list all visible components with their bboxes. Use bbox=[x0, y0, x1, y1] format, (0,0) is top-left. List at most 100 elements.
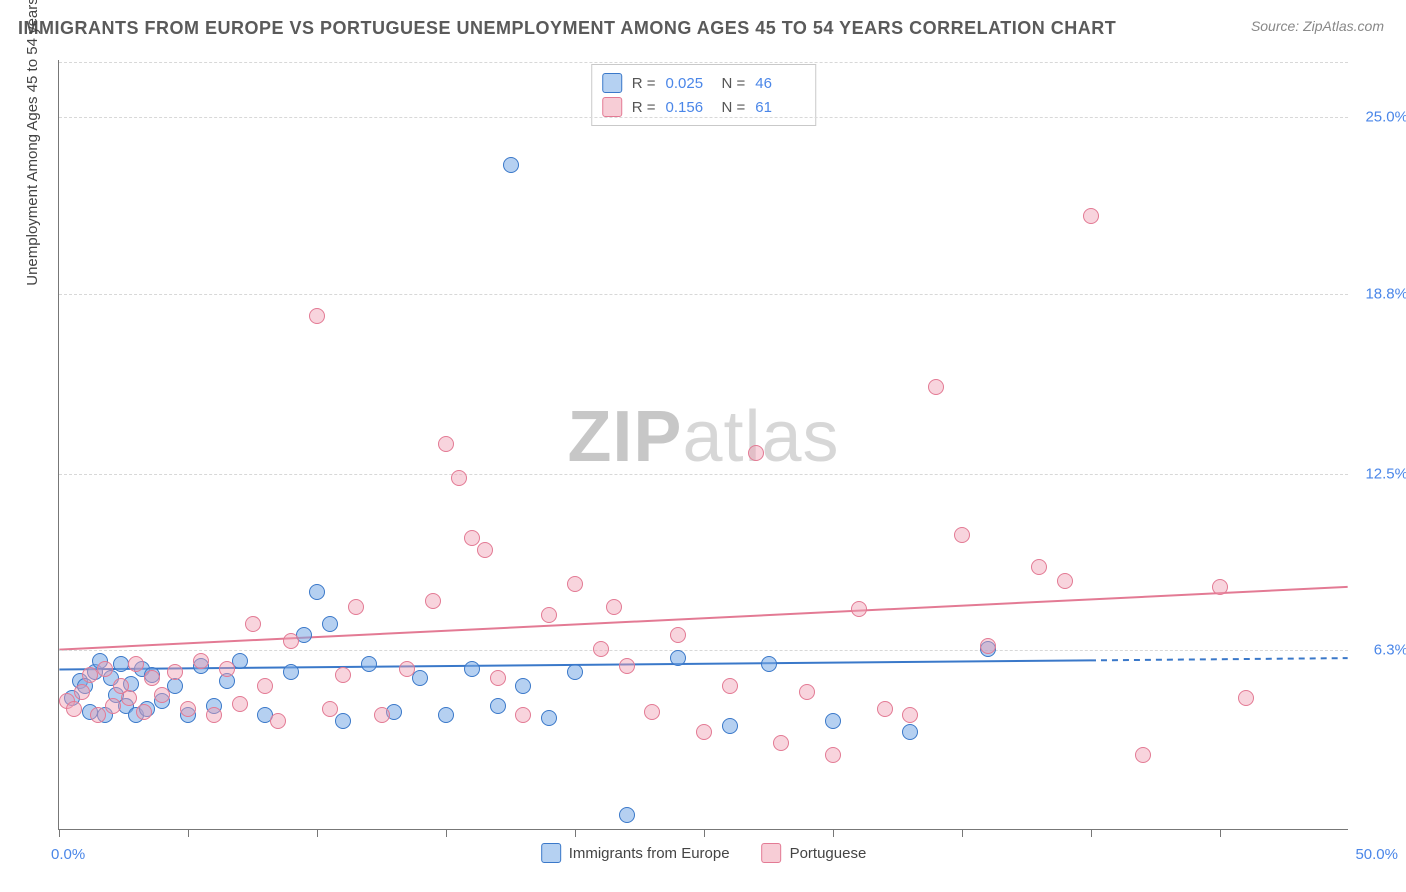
data-point bbox=[515, 678, 531, 694]
data-point bbox=[193, 653, 209, 669]
x-tick bbox=[317, 829, 318, 837]
legend-r-value: 0.156 bbox=[666, 99, 712, 116]
data-point bbox=[97, 661, 113, 677]
data-point bbox=[180, 701, 196, 717]
x-axis-max-label: 50.0% bbox=[1355, 846, 1398, 863]
data-point bbox=[309, 308, 325, 324]
legend-item: Portuguese bbox=[762, 843, 867, 863]
y-tick-label: 25.0% bbox=[1365, 109, 1406, 126]
data-point bbox=[219, 661, 235, 677]
data-point bbox=[722, 718, 738, 734]
data-point bbox=[322, 701, 338, 717]
data-point bbox=[144, 670, 160, 686]
data-point bbox=[1057, 573, 1073, 589]
data-point bbox=[1135, 747, 1151, 763]
x-tick bbox=[833, 829, 834, 837]
data-point bbox=[567, 576, 583, 592]
data-point bbox=[851, 601, 867, 617]
data-point bbox=[1238, 690, 1254, 706]
x-tick bbox=[1220, 829, 1221, 837]
trend-lines bbox=[59, 60, 1348, 829]
legend-n-value: 46 bbox=[755, 75, 801, 92]
x-tick bbox=[962, 829, 963, 837]
data-point bbox=[82, 667, 98, 683]
legend-text: N = bbox=[722, 75, 746, 92]
x-tick bbox=[704, 829, 705, 837]
data-point bbox=[761, 656, 777, 672]
legend-text: R = bbox=[632, 99, 656, 116]
data-point bbox=[477, 542, 493, 558]
legend-row: R = 0.156 N = 61 bbox=[602, 95, 802, 119]
data-point bbox=[606, 599, 622, 615]
data-point bbox=[825, 747, 841, 763]
legend-item: Immigrants from Europe bbox=[541, 843, 730, 863]
x-tick bbox=[446, 829, 447, 837]
legend-swatch bbox=[541, 843, 561, 863]
y-tick-label: 6.3% bbox=[1374, 642, 1406, 659]
data-point bbox=[670, 650, 686, 666]
data-point bbox=[438, 707, 454, 723]
y-axis-label: Unemployment Among Ages 45 to 54 years bbox=[24, 0, 41, 286]
data-point bbox=[74, 684, 90, 700]
plot-area: ZIPatlas R = 0.025 N = 46 R = 0.156 N = … bbox=[58, 60, 1348, 830]
x-tick bbox=[575, 829, 576, 837]
data-point bbox=[335, 713, 351, 729]
data-point bbox=[515, 707, 531, 723]
legend-swatch bbox=[602, 97, 622, 117]
data-point bbox=[748, 445, 764, 461]
chart-title: IMMIGRANTS FROM EUROPE VS PORTUGUESE UNE… bbox=[18, 18, 1116, 39]
y-tick-label: 18.8% bbox=[1365, 285, 1406, 302]
data-point bbox=[374, 707, 390, 723]
legend-r-value: 0.025 bbox=[666, 75, 712, 92]
data-point bbox=[490, 698, 506, 714]
data-point bbox=[136, 704, 152, 720]
data-point bbox=[980, 638, 996, 654]
data-point bbox=[877, 701, 893, 717]
data-point bbox=[121, 690, 137, 706]
data-point bbox=[593, 641, 609, 657]
data-point bbox=[154, 687, 170, 703]
data-point bbox=[399, 661, 415, 677]
y-tick-label: 12.5% bbox=[1365, 465, 1406, 482]
data-point bbox=[451, 470, 467, 486]
data-point bbox=[773, 735, 789, 751]
legend-text: R = bbox=[632, 75, 656, 92]
x-axis-min-label: 0.0% bbox=[51, 846, 85, 863]
data-point bbox=[619, 807, 635, 823]
data-point bbox=[825, 713, 841, 729]
data-point bbox=[283, 664, 299, 680]
data-point bbox=[619, 658, 635, 674]
data-point bbox=[902, 724, 918, 740]
gridline bbox=[59, 650, 1348, 651]
data-point bbox=[1083, 208, 1099, 224]
data-point bbox=[335, 667, 351, 683]
gridline bbox=[59, 474, 1348, 475]
legend-text: N = bbox=[722, 99, 746, 116]
data-point bbox=[206, 707, 222, 723]
data-point bbox=[66, 701, 82, 717]
gridline bbox=[59, 117, 1348, 118]
data-point bbox=[361, 656, 377, 672]
series-legend: Immigrants from Europe Portuguese bbox=[541, 843, 867, 863]
gridline bbox=[59, 294, 1348, 295]
data-point bbox=[167, 664, 183, 680]
x-tick bbox=[1091, 829, 1092, 837]
data-point bbox=[257, 678, 273, 694]
gridline bbox=[59, 62, 1348, 63]
data-point bbox=[348, 599, 364, 615]
x-tick bbox=[59, 829, 60, 837]
data-point bbox=[464, 661, 480, 677]
data-point bbox=[113, 656, 129, 672]
data-point bbox=[283, 633, 299, 649]
data-point bbox=[105, 698, 121, 714]
data-point bbox=[696, 724, 712, 740]
data-point bbox=[1031, 559, 1047, 575]
data-point bbox=[490, 670, 506, 686]
legend-n-value: 61 bbox=[755, 99, 801, 116]
data-point bbox=[322, 616, 338, 632]
data-point bbox=[644, 704, 660, 720]
data-point bbox=[541, 710, 557, 726]
data-point bbox=[270, 713, 286, 729]
data-point bbox=[503, 157, 519, 173]
data-point bbox=[245, 616, 261, 632]
